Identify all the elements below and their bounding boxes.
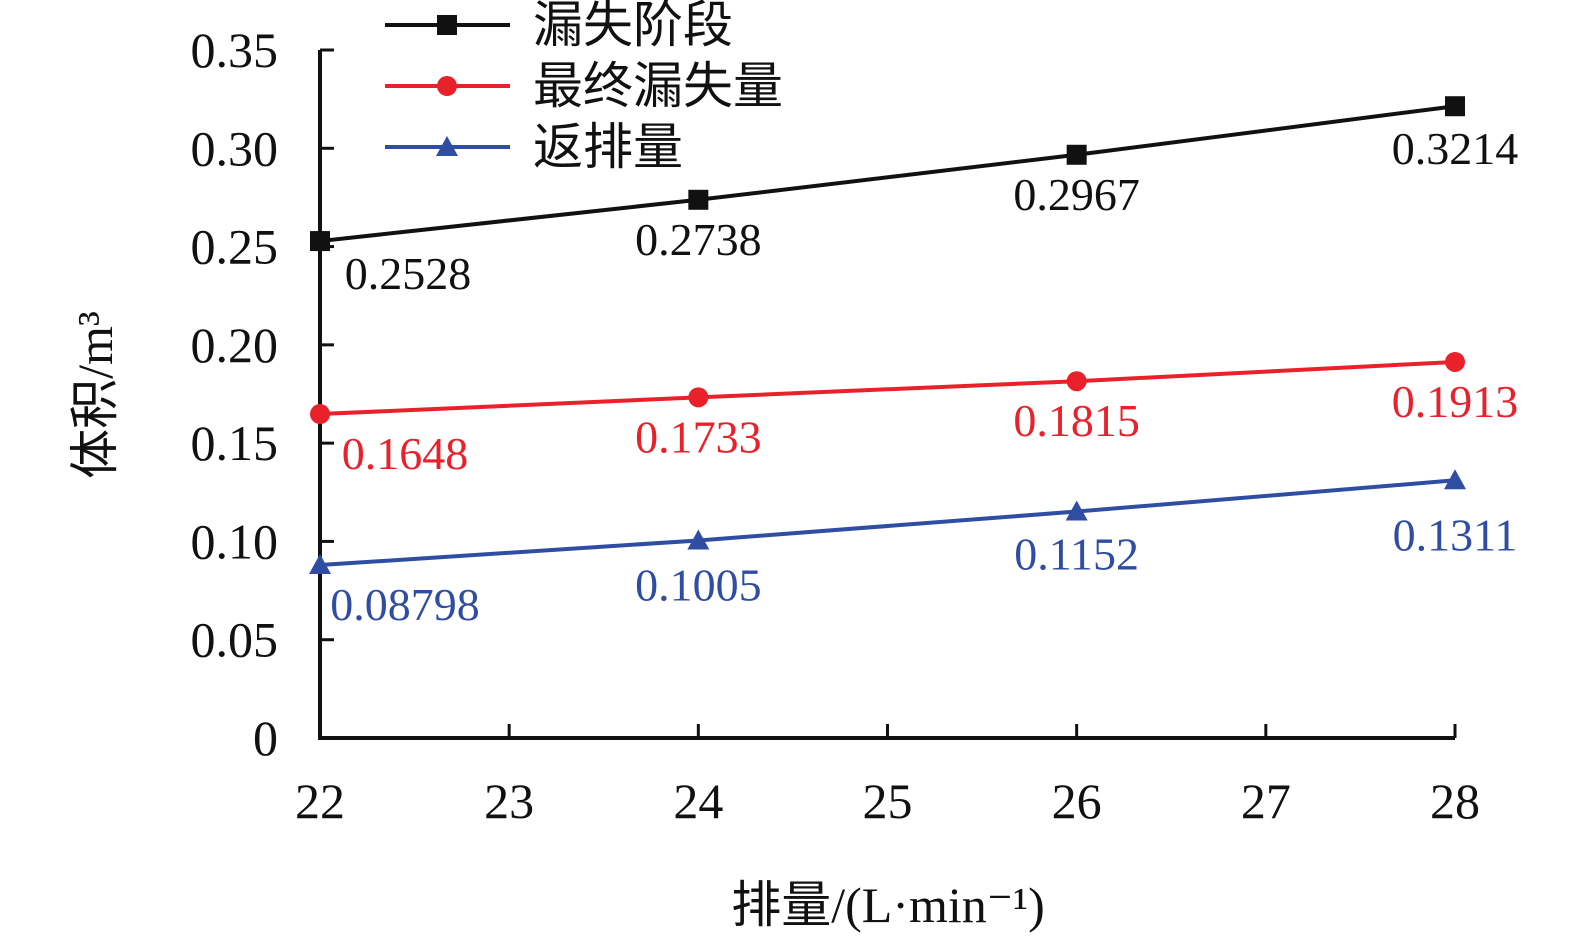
- data-point: [310, 404, 330, 425]
- data-label: 0.1815: [1013, 395, 1140, 446]
- legend-label: 漏失阶段: [533, 0, 733, 54]
- legend-item: 漏失阶段: [385, 0, 733, 54]
- legend-marker: [436, 136, 458, 156]
- data-label: 0.08798: [330, 579, 480, 630]
- y-axis-label: 体积/m³: [67, 311, 123, 479]
- legend-label: 最终漏失量: [533, 57, 783, 115]
- y-tick-label: 0: [253, 710, 278, 766]
- axes: [318, 50, 1455, 740]
- data-point: [688, 387, 709, 408]
- series-line: [319, 104, 1456, 244]
- data-label: 0.1152: [1014, 529, 1139, 580]
- series-line: [319, 478, 1456, 568]
- x-tick-label: 27: [1241, 773, 1291, 829]
- data-label: 0.1733: [635, 411, 762, 462]
- x-axis-label: 排量/(L·min⁻¹): [731, 877, 1045, 933]
- data-label: 0.2967: [1013, 169, 1140, 220]
- data-label: 0.1648: [342, 428, 469, 479]
- data-label: 0.1311: [1393, 509, 1518, 560]
- legend-item: 最终漏失量: [385, 57, 783, 115]
- data-point: [309, 554, 331, 575]
- data-point: [688, 189, 709, 210]
- data-label: 0.3214: [1392, 123, 1519, 174]
- series-line: [319, 359, 1456, 417]
- y-tick-label: 0.20: [191, 317, 279, 373]
- data-point: [310, 231, 330, 252]
- x-tick-label: 22: [295, 773, 345, 829]
- data-label: 0.1913: [1392, 376, 1519, 427]
- x-axis-ticks: 22 23 24 25 26 27 28: [295, 724, 1480, 829]
- y-tick-label: 0.25: [191, 219, 279, 275]
- x-tick-label: 23: [484, 773, 534, 829]
- x-tick-label: 24: [673, 773, 723, 829]
- series-layer: 0.2528 0.2738 0.2967 0.3214 0.1648 0.1733 0.18…: [309, 96, 1518, 630]
- y-tick-label: 0.10: [191, 513, 279, 569]
- y-axis-ticks: 0 0.05 0.10 0.15 0.20 0.25 0.30 0.35: [191, 22, 334, 766]
- x-tick-label: 25: [863, 773, 913, 829]
- series-2: 0.1648 0.1733 0.1815 0.1913: [310, 351, 1519, 479]
- data-point: [1445, 96, 1465, 117]
- data-point: [1444, 469, 1466, 490]
- y-tick-label: 0.30: [191, 120, 279, 176]
- legend-label: 返排量: [533, 118, 683, 176]
- y-tick-label: 0.15: [191, 415, 279, 471]
- data-label: 0.2528: [345, 248, 472, 299]
- legend-item: 返排量: [385, 118, 683, 176]
- legend-marker: [437, 15, 457, 35]
- x-tick-label: 26: [1052, 773, 1102, 829]
- y-tick-label: 0.35: [191, 22, 279, 78]
- data-label: 0.2738: [635, 214, 762, 265]
- data-point: [1065, 500, 1088, 521]
- data-point: [1445, 351, 1465, 372]
- series-3: 0.08798 0.1005 0.1152 0.1311: [309, 469, 1517, 630]
- data-point: [687, 529, 710, 550]
- legend-marker: [437, 76, 457, 96]
- series-1: 0.2528 0.2738 0.2967 0.3214: [310, 96, 1518, 299]
- data-point: [1066, 371, 1087, 392]
- data-label: 0.1005: [635, 559, 762, 610]
- data-point: [1066, 144, 1087, 165]
- y-tick-label: 0.05: [191, 612, 279, 668]
- x-tick-label: 28: [1430, 773, 1480, 829]
